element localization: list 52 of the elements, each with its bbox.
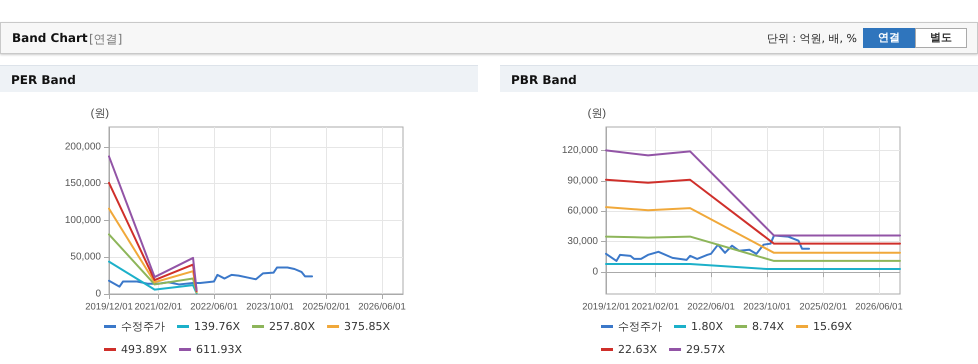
legend-label: 수정주가	[121, 320, 165, 333]
line-series	[108, 182, 198, 292]
legend-label: 493.89X	[121, 343, 168, 356]
legend-label: 257.80X	[269, 320, 316, 333]
x-tick-label: 2025/02/01	[302, 302, 350, 312]
y-tick-label: 0	[95, 288, 102, 300]
legend-label: 15.69X	[813, 320, 853, 333]
line-series	[108, 266, 314, 288]
x-tick-label: 2025/02/01	[799, 302, 847, 312]
y-tick-label: 100,000	[64, 214, 102, 226]
y-tick-label: 150,000	[64, 178, 102, 190]
legend-label: 29.57X	[686, 343, 726, 356]
chart-title: PBR Band	[500, 65, 978, 92]
line-series	[108, 208, 198, 293]
y-tick-label: 60,000	[567, 206, 598, 217]
x-tick-label: 2022/06/01	[687, 302, 735, 312]
legend-label: 수정주가	[618, 320, 662, 333]
legend-label: 8.74X	[752, 320, 785, 333]
line-series	[605, 234, 810, 262]
chart-title: PER Band	[0, 65, 478, 92]
x-tick-label: 2026/06/01	[358, 302, 406, 312]
y-tick-label: 50,000	[70, 252, 102, 263]
text: [연결]	[89, 31, 122, 48]
y-tick-label: 30,000	[567, 236, 598, 248]
y-axis-title: (원)	[588, 108, 606, 120]
x-tick-label: 2022/06/01	[190, 302, 238, 312]
x-tick-label: 2026/06/01	[855, 302, 903, 312]
toggle-button[interactable]: 연결	[863, 28, 915, 48]
legend-label: 375.85X	[344, 320, 391, 333]
x-tick-label: 2021/02/01	[631, 302, 679, 312]
y-axis-title: (원)	[90, 108, 109, 120]
line-series	[605, 149, 901, 237]
y-tick-label: 200,000	[64, 141, 102, 152]
y-tick-label: 120,000	[562, 144, 598, 156]
x-tick-label: 2023/10/01	[246, 302, 294, 312]
text: Band Chart	[12, 31, 88, 45]
y-tick-label: 90,000	[567, 175, 598, 186]
y-tick-label: 0	[592, 266, 598, 278]
legend-label: 22.63X	[618, 343, 658, 356]
line-series	[108, 233, 198, 294]
x-tick-label: 2021/02/01	[134, 302, 182, 312]
x-tick-label: 2019/12/01	[85, 302, 133, 312]
line-series	[108, 155, 198, 292]
legend-label: 611.93X	[196, 343, 243, 356]
text: 단위 : 억원, 배, %	[766, 30, 857, 46]
line-series	[108, 260, 198, 294]
line-series	[605, 206, 901, 254]
x-tick-label: 2023/10/01	[743, 302, 791, 312]
legend-label: 139.76X	[194, 320, 240, 333]
toggle-button[interactable]: 별도	[915, 28, 967, 48]
x-tick-label: 2019/12/01	[582, 302, 630, 312]
legend-label: 1.80X	[691, 320, 724, 333]
